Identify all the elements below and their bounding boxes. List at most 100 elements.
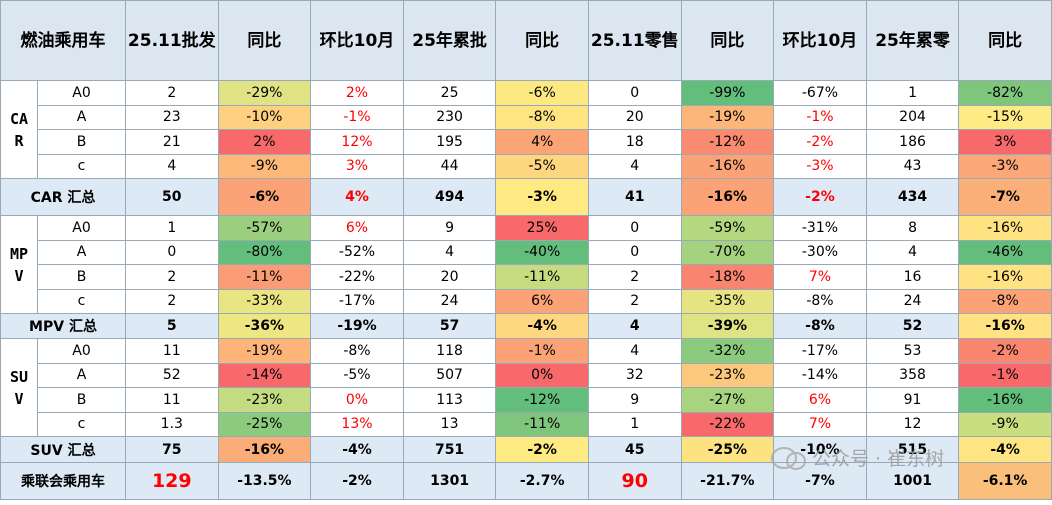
row-label: A0 — [37, 338, 126, 364]
cell: 2% — [310, 80, 404, 106]
cell: 1 — [125, 215, 219, 241]
cell: 9 — [402, 215, 497, 241]
cell: 0% — [495, 362, 589, 388]
cell: 1001 — [865, 462, 960, 500]
group-label: CAR — [0, 80, 38, 179]
cell: 113 — [402, 387, 497, 413]
cell: -6.1% — [958, 462, 1052, 500]
cell: -5% — [310, 362, 404, 388]
row-label: c — [37, 411, 126, 437]
cell: 2% — [217, 129, 312, 155]
cell: 13% — [310, 411, 404, 437]
cell: 118 — [402, 338, 497, 364]
cell: -16% — [958, 215, 1052, 241]
data-row: A 0 -80% -52% 4 -40% 0 -70% -30% 4 -46% — [1, 239, 1052, 265]
watermark-text: 公众号 · 崔东树 — [812, 448, 945, 470]
column-header: 25年累零 — [865, 0, 960, 81]
cell: 11 — [125, 387, 219, 413]
group-label: SUV — [0, 338, 38, 437]
cell: 0% — [310, 387, 404, 413]
cell: -15% — [958, 104, 1052, 130]
cell: 2 — [125, 264, 219, 290]
data-row: B 2 -11% -22% 20 -11% 2 -18% 7% 16 -16% — [1, 264, 1052, 290]
cell: 195 — [402, 129, 497, 155]
cell: -2% — [310, 462, 404, 500]
cell: -2% — [495, 436, 589, 463]
cell: 3% — [310, 153, 404, 179]
cell: -25% — [680, 436, 775, 463]
cell: 25 — [402, 80, 497, 106]
row-label: c — [37, 288, 126, 314]
cell: -1% — [958, 362, 1052, 388]
cell: -70% — [680, 239, 775, 265]
row-label: B — [37, 264, 126, 290]
cell: 20 — [402, 264, 497, 290]
summary-label: CAR 汇总 — [0, 178, 126, 216]
column-header: 环比10月 — [310, 0, 404, 81]
header-title: 燃油乘用车 — [0, 0, 126, 81]
cell: -17% — [310, 288, 404, 314]
row-label: A0 — [37, 80, 126, 106]
data-row: B 11 -23% 0% 113 -12% 9 -27% 6% 91 -16% — [1, 387, 1052, 413]
cell: 204 — [865, 104, 960, 130]
cell: 4 — [587, 338, 682, 364]
data-row: B 21 2% 12% 195 4% 18 -12% -2% 186 3% — [1, 129, 1052, 155]
data-row: MPV A0 1 -57% 6% 9 25% 0 -59% -31% 8 -16% — [0, 215, 1052, 314]
cell: -18% — [680, 264, 775, 290]
watermark-icon — [771, 446, 806, 470]
cell: 12% — [310, 129, 404, 155]
cell: 7% — [773, 264, 867, 290]
cell: 230 — [402, 104, 497, 130]
cell: 4 — [865, 239, 960, 265]
row-label: A0 — [37, 215, 126, 241]
cell: -16% — [217, 436, 312, 463]
cell: -11% — [217, 264, 312, 290]
cell: -25% — [217, 411, 312, 437]
cell: 57 — [402, 313, 497, 339]
cell: -19% — [217, 338, 312, 364]
cell: -14% — [217, 362, 312, 388]
cell: -16% — [680, 153, 775, 179]
cell: -22% — [680, 411, 775, 437]
cell: -29% — [217, 80, 312, 106]
cell: -22% — [310, 264, 404, 290]
cell: 20 — [587, 104, 682, 130]
cell: -99% — [680, 80, 775, 106]
summary-row: MPV 汇总 5 -36% -19% 57 -4% 4 -39% -8% 52 -16% — [0, 313, 1052, 339]
cell: -4% — [958, 436, 1052, 463]
data-row: A 23 -10% -1% 230 -8% 20 -19% -1% 204 -15% — [1, 104, 1052, 130]
cell: -82% — [958, 80, 1052, 106]
cell: -3% — [773, 153, 867, 179]
column-header: 25.11零售 — [587, 0, 682, 81]
cell: 53 — [865, 338, 960, 364]
cell: 186 — [865, 129, 960, 155]
cell: -23% — [680, 362, 775, 388]
cell: 0 — [587, 239, 682, 265]
cell: -1% — [495, 338, 589, 364]
header-row: 燃油乘用车 25.11批发 同比 环比10月 25年累批 同比 25.11零售 同比 环比10月… — [0, 0, 1052, 81]
column-header: 环比10月 — [773, 0, 867, 81]
cell: 4% — [310, 178, 404, 216]
cell: -3% — [495, 178, 589, 216]
cell: -16% — [958, 387, 1052, 413]
cell: -23% — [217, 387, 312, 413]
cell: -59% — [680, 215, 775, 241]
cell: -46% — [958, 239, 1052, 265]
cell: 18 — [587, 129, 682, 155]
column-header: 同比 — [217, 0, 312, 81]
cell: 44 — [402, 153, 497, 179]
column-header: 同比 — [495, 0, 589, 81]
cell: -4% — [495, 313, 589, 339]
cell: 2 — [125, 288, 219, 314]
cell: 5 — [125, 313, 219, 339]
cell: -36% — [217, 313, 312, 339]
cell: -33% — [217, 288, 312, 314]
cell: -7% — [958, 178, 1052, 216]
cell: -52% — [310, 239, 404, 265]
cell: -39% — [680, 313, 775, 339]
cell: 23 — [125, 104, 219, 130]
cell: 41 — [587, 178, 682, 216]
cell: 52 — [125, 362, 219, 388]
cell: 751 — [402, 436, 497, 463]
cell: -12% — [680, 129, 775, 155]
